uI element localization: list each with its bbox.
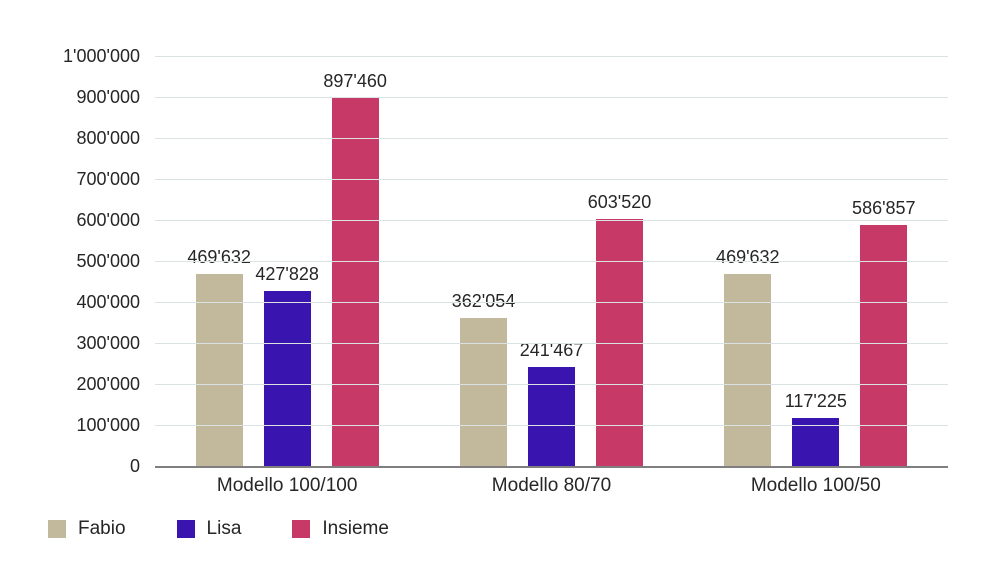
bar-value-label: 897'460 (323, 71, 387, 91)
bar-insieme: 603'520 (588, 192, 651, 466)
y-tick-label: 100'000 (76, 415, 140, 435)
gridline (155, 56, 948, 57)
gridline (155, 302, 948, 303)
legend-label: Lisa (206, 518, 242, 539)
legend-label: Fabio (78, 518, 126, 539)
bar-value-label: 427'828 (255, 263, 319, 284)
plot-area: 469'632 427'828 897'460 362'054 241'467 603'5… (155, 56, 948, 468)
legend-item-fabio: Fabio (48, 518, 126, 540)
y-tick-label: 600'000 (76, 210, 140, 230)
x-category-label: Modello 100/50 (750, 475, 881, 496)
legend-swatch (292, 520, 311, 538)
y-tick-label: 700'000 (76, 169, 140, 189)
y-tick-label: 900'000 (76, 87, 140, 107)
bar-value-label: 469'632 (187, 246, 251, 267)
bar-lisa: 427'828 (255, 264, 319, 466)
bar-value-label: 362'054 (451, 290, 516, 311)
bar-value-label: 117'225 (784, 390, 847, 411)
bar-value-label: 603'520 (587, 191, 652, 212)
bar-group: 469'632 427'828 897'460 (155, 56, 419, 466)
bar-groups-container: 469'632 427'828 897'460 362'054 241'467 603'5… (155, 56, 948, 466)
gridline (155, 425, 948, 426)
bar-value-label: 241'467 (519, 340, 584, 360)
gridline (155, 261, 948, 262)
gridline (155, 97, 948, 98)
y-tick-label: 200'000 (76, 374, 140, 394)
gridline (155, 138, 948, 139)
y-tick-label: 0 (129, 456, 140, 476)
gridline (155, 220, 948, 221)
legend-swatch (48, 520, 66, 538)
gridline (155, 179, 948, 180)
y-tick-label: 500'000 (76, 251, 140, 271)
legend-swatch (176, 520, 195, 538)
y-tick-label: 1'000'000 (63, 46, 140, 66)
gridline (155, 343, 948, 344)
bar-fabio: 362'054 (452, 291, 515, 466)
y-tick-label: 400'000 (76, 292, 140, 312)
bar-group: 362'054 241'467 603'520 (419, 56, 683, 466)
y-tick-label: 300'000 (76, 333, 140, 353)
gridline (155, 384, 948, 385)
x-category-label: Modello 100/100 (216, 475, 358, 496)
legend: Fabio Lisa Insieme (48, 518, 389, 540)
x-axis-line (155, 466, 948, 468)
y-tick-label: 800'000 (76, 128, 140, 148)
bar-value-label: 586'857 (852, 198, 916, 219)
x-axis: Modello 100/100 Modello 80/70 Modello 100/… (155, 475, 948, 497)
legend-item-insieme: Insieme (292, 518, 389, 540)
y-axis: 0 100'000 200'000 300'000 400'000 500'000 600'… (0, 46, 140, 476)
legend-item-lisa: Lisa (176, 518, 242, 540)
legend-label: Insieme (322, 518, 389, 539)
bar-value-label: 469'632 (716, 246, 780, 267)
bar-insieme: 897'460 (323, 71, 387, 466)
bar-lisa: 241'467 (520, 340, 583, 466)
x-category-label: Modello 80/70 (491, 475, 612, 496)
